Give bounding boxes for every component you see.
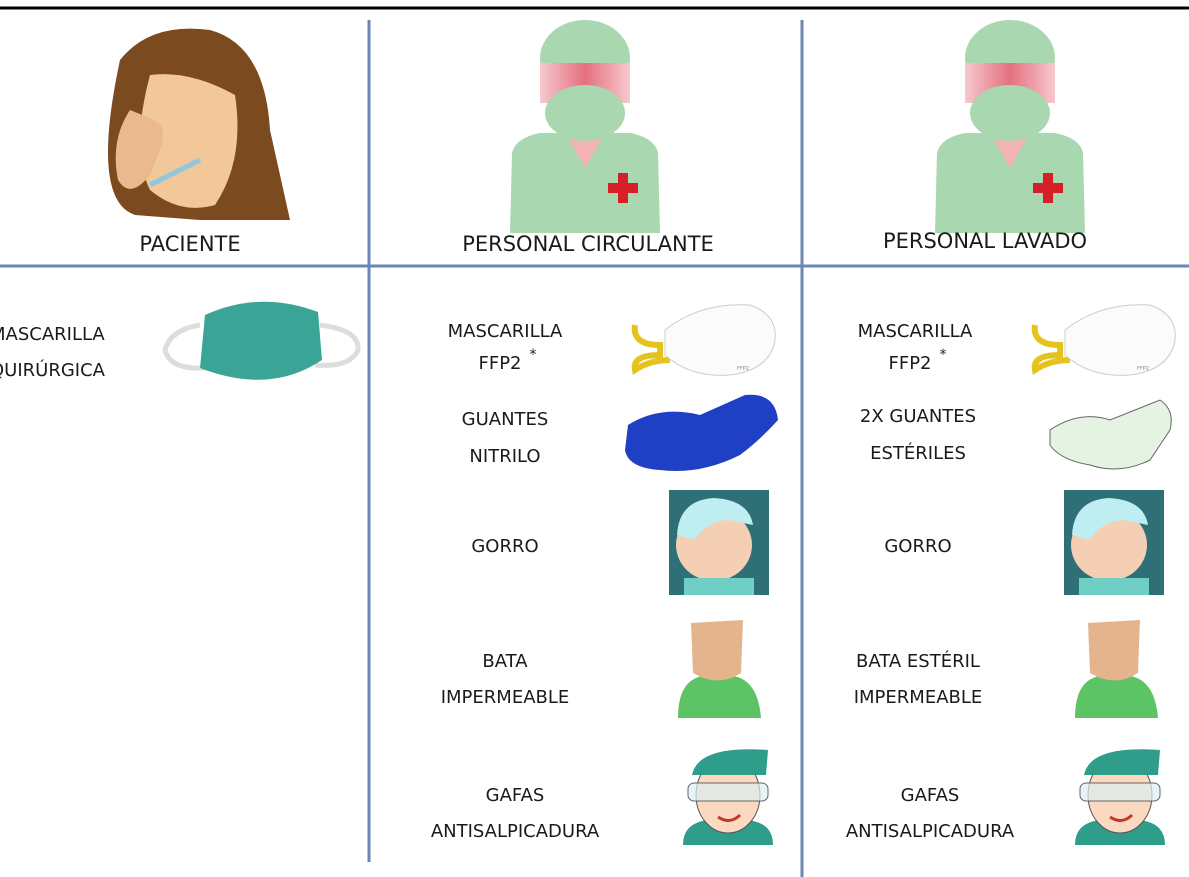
surgical-mask-icon (162, 301, 361, 380)
cap-icon (1064, 490, 1164, 595)
gown-icon (678, 620, 761, 718)
patient-icon (108, 28, 290, 220)
item-label: ESTÉRILES (870, 442, 966, 464)
mask-print: FFP2 (1137, 366, 1149, 372)
gown-icon (1075, 620, 1158, 718)
item-label: BATA (482, 651, 528, 672)
item-label: 2X GUANTES (860, 406, 976, 427)
item-label: NITRILO (469, 446, 540, 467)
item-label: MASCARILLA (448, 321, 563, 342)
item-label: ANTISALPICADURA (846, 821, 1015, 842)
column-header: PERSONAL CIRCULANTE (462, 232, 714, 256)
item-label: QUIRÚRGICA (0, 359, 106, 381)
item-label: GORRO (471, 536, 538, 557)
item-label: GORRO (884, 536, 951, 557)
mask-print: FFP2 (737, 366, 749, 372)
nitrile-glove-icon (625, 394, 778, 471)
item-label: GAFAS (901, 785, 960, 806)
sterile-glove-icon (1049, 399, 1172, 470)
item-label: IMPERMEABLE (441, 687, 570, 708)
item-label: ANTISALPICADURA (431, 821, 600, 842)
item-label: GAFAS (486, 785, 545, 806)
ffp2-mask-icon (635, 305, 776, 376)
column-header: PERSONAL LAVADO (883, 229, 1087, 253)
item-label: MASCARILLA (858, 321, 973, 342)
goggles-icon (1073, 747, 1167, 845)
item-label: MASCARILLA (0, 324, 105, 345)
footnote-mark: * (940, 347, 947, 363)
item-label: IMPERMEABLE (854, 687, 983, 708)
item-label: BATA ESTÉRIL (856, 650, 980, 672)
surgeon-icon (510, 20, 660, 233)
column-header: PACIENTE (139, 232, 240, 256)
ffp2-mask-icon (1035, 305, 1176, 376)
item-label: FFP2 (478, 353, 521, 374)
footnote-mark: * (530, 347, 537, 363)
cap-icon (669, 490, 769, 595)
surgeon-icon (935, 20, 1085, 233)
item-label: GUANTES (462, 409, 549, 430)
item-label: FFP2 (888, 353, 931, 374)
goggles-icon (681, 747, 775, 845)
